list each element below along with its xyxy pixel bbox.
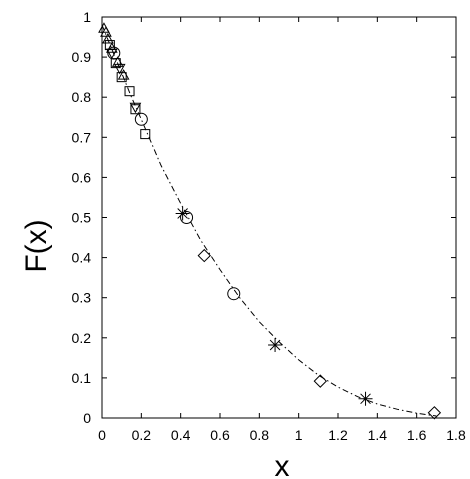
square-marker: [140, 129, 151, 140]
x-tick-label: 1.8: [446, 427, 466, 443]
axes: [101, 16, 457, 419]
inverted-triangle-marker: [105, 48, 118, 60]
y-tick-label: 0.3: [72, 290, 92, 306]
inverted-triangle-marker: [113, 63, 126, 75]
triangle-marker: [100, 26, 112, 37]
circle-marker: [227, 287, 241, 301]
y-tick-label: 0.1: [72, 370, 92, 386]
y-tick-label: 0.7: [72, 129, 92, 145]
circle-marker: [134, 112, 148, 126]
asterisk-marker: [358, 391, 373, 406]
diamond-marker: [313, 374, 328, 388]
y-tick-label: 0.9: [72, 49, 92, 65]
y-axis-title: F(x): [20, 219, 53, 272]
diamond-marker: [197, 248, 211, 263]
asterisk-marker: [175, 206, 190, 221]
x-tick-label: 0.6: [210, 427, 230, 443]
data-points-layer: [98, 22, 442, 420]
x-tick-label: 0.8: [250, 427, 270, 443]
y-tick-label: 0: [83, 410, 91, 426]
x-tick-label: 0.4: [171, 427, 191, 443]
square-marker: [116, 72, 127, 83]
x-axis-title: x: [275, 450, 290, 479]
plot-frame: [101, 16, 457, 419]
x-tick-label: 1.6: [407, 427, 427, 443]
x-tick-label: 0: [98, 427, 106, 443]
circle-marker: [107, 46, 121, 60]
x-tick-label: 1: [295, 427, 303, 443]
square-marker: [124, 86, 135, 97]
fit-curve-layer: [101, 24, 437, 417]
square-marker: [130, 104, 141, 115]
y-tick-label: 0.6: [72, 169, 92, 185]
fit-curve: [101, 24, 437, 417]
circle-marker: [180, 211, 194, 224]
x-tick-label: 0.2: [132, 427, 152, 443]
diamond-marker: [427, 406, 442, 420]
y-tick-label: 0.5: [72, 210, 92, 226]
triangle-marker: [102, 33, 114, 44]
inverted-triangle-marker: [129, 102, 142, 114]
tick-labels-layer: 0 0.2 0.4 0.6 0.8 1 1.2 1.4 1.6 1.8 0 0.1 0.2 0.3 0.4 0…: [72, 9, 466, 443]
y-tick-label: 0.8: [72, 89, 92, 105]
asterisk-marker: [268, 338, 283, 353]
y-tick-label: 0.4: [72, 250, 92, 266]
y-tick-label: 0.2: [72, 330, 92, 346]
x-tick-label: 1.4: [368, 427, 388, 443]
x-tick-label: 1.2: [328, 427, 348, 443]
y-tick-label: 1: [83, 9, 91, 25]
